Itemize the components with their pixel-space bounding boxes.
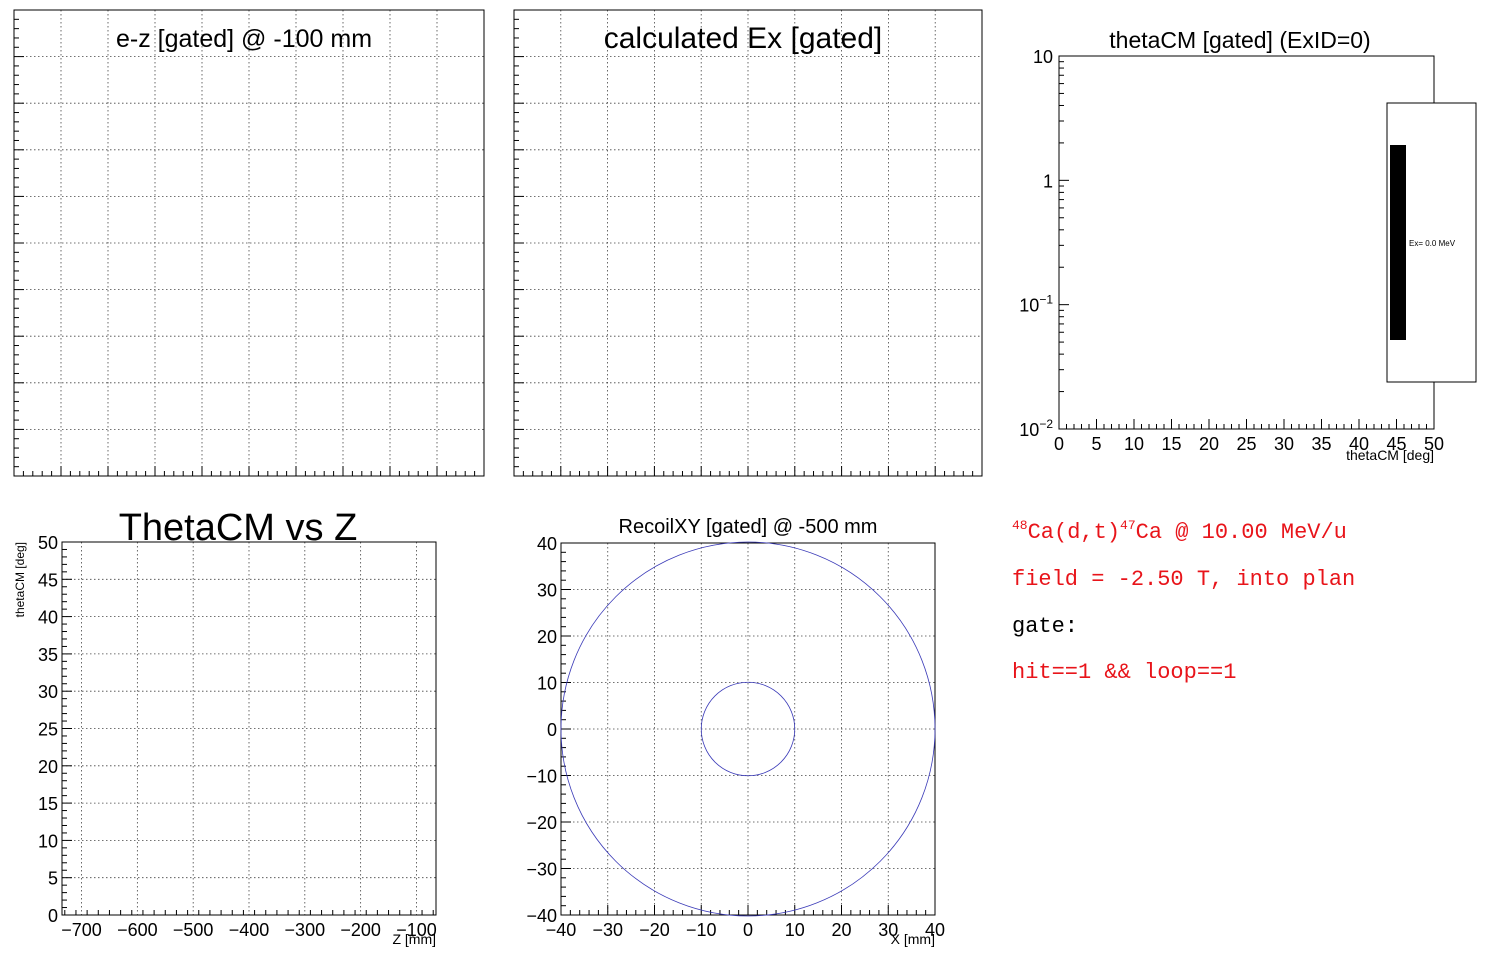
recoil-xlabel: X [mm] — [891, 931, 935, 947]
thetacm-xtick-label: 40 — [1349, 434, 1369, 454]
thetaz-ytick-label: 0 — [48, 906, 58, 926]
thetacm-ytick-exp: −2 — [1039, 417, 1053, 431]
thetaz-ytick-label: 25 — [38, 720, 58, 740]
thetaz-ytick-label: 20 — [38, 757, 58, 777]
thetacm-xtick-label: 35 — [1311, 434, 1331, 454]
recoil-ytick-label: 40 — [537, 534, 557, 554]
thetaz-xlabel: Z [mm] — [392, 931, 436, 947]
recoil-xtick-label: 0 — [743, 920, 753, 940]
thetaz-xtick-label: −200 — [340, 920, 381, 940]
thetaz-ytick-label: 35 — [38, 645, 58, 665]
recoil-ytick-label: −10 — [526, 767, 557, 787]
thetacm-ytick-label: 10−2 — [1019, 417, 1053, 440]
thetacm-ytick-exp: −1 — [1039, 293, 1053, 307]
recoil-xtick-label: −10 — [686, 920, 717, 940]
thetacm-ytick-label: 10−1 — [1019, 293, 1053, 316]
gate-condition: hit==1 && loop==1 — [1012, 660, 1237, 685]
thetaz-ylabel: thetaCM [deg] — [13, 542, 27, 617]
thetacm-xlabel: thetaCM [deg] — [1346, 447, 1434, 463]
reaction-part-2: Ca @ 10.00 MeV/u — [1135, 520, 1347, 545]
recoil-xtick-label: 20 — [831, 920, 851, 940]
recoil-ytick-label: 30 — [537, 581, 557, 601]
thetacm-xtick-label: 20 — [1199, 434, 1219, 454]
thetaz-ytick-label: 50 — [38, 533, 58, 553]
thetaz-xtick-label: −700 — [61, 920, 102, 940]
thetaz-ytick-label: 10 — [38, 831, 58, 851]
recoil-inner-circle — [700, 681, 796, 777]
recoil-ytick-label: −30 — [526, 860, 557, 880]
mass-number-product: 47 — [1120, 518, 1136, 533]
recoil-ytick-label: −40 — [526, 906, 557, 926]
thetacm-xtick-label: 0 — [1054, 434, 1064, 454]
thetacm-xtick-label: 10 — [1124, 434, 1144, 454]
recoil-xy-pad: −40 −30 −20 −10 0 10 20 30 40 −40 −30 −20 −10 0 10 20 30… — [526, 516, 945, 947]
reaction-text: 48Ca(d,t)47Ca @ 10.00 MeV/u — [1012, 518, 1347, 545]
thetacm-ytick-base: 10 — [1019, 420, 1039, 440]
thetaz-title: ThetaCM vs Z — [119, 507, 358, 549]
thetacm-ytick-label: 1 — [1043, 171, 1053, 191]
thetacm-xtick-label: 25 — [1236, 434, 1256, 454]
recoil-ytick-label: 0 — [547, 720, 557, 740]
recoil-xtick-label: 40 — [925, 920, 945, 940]
thetacm-ytick-label: 10 — [1033, 47, 1053, 67]
ez-pad: e-z [gated] @ -100 mm — [13, 9, 485, 477]
thetaz-ytick-label: 40 — [38, 608, 58, 628]
thetacm-frame — [1058, 55, 1435, 430]
recoil-xtick-label: −20 — [639, 920, 670, 940]
recoil-ytick-label: 20 — [537, 627, 557, 647]
thetaz-xtick-label: −400 — [229, 920, 270, 940]
thetacm-title: thetaCM [gated] (ExID=0) — [1109, 27, 1370, 53]
thetacm-ytick-base: 10 — [1019, 296, 1039, 316]
ex-title: calculated Ex [gated] — [604, 22, 883, 55]
gate-label: gate: — [1012, 614, 1079, 639]
thetacm-legend-swatch — [1390, 145, 1406, 340]
recoil-xtick-label: −40 — [546, 920, 577, 940]
thetaz-ytick-label: 5 — [48, 869, 58, 889]
reaction-part-1: Ca(d,t) — [1027, 520, 1121, 545]
thetacm-ytick-base: 10 — [1033, 47, 1053, 67]
recoil-ytick-label: −20 — [526, 813, 557, 833]
field-text: field = -2.50 T, into plan — [1012, 567, 1356, 592]
thetaz-xtick-label: −100 — [396, 920, 437, 940]
recoil-xtick-label: 30 — [878, 920, 898, 940]
recoil-xtick-label: 10 — [785, 920, 805, 940]
recoil-ytick-label: 10 — [537, 674, 557, 694]
mass-number-beam: 48 — [1012, 518, 1028, 533]
thetacm-xtick-label: 45 — [1386, 434, 1406, 454]
ex-pad: calculated Ex [gated] — [513, 9, 983, 477]
thetacm-xtick-label: 15 — [1161, 434, 1181, 454]
thetaz-xtick-label: −500 — [173, 920, 214, 940]
thetacm-xtick-label: 5 — [1091, 434, 1101, 454]
ez-title: e-z [gated] @ -100 mm — [116, 25, 372, 53]
recoil-title: RecoilXY [gated] @ -500 mm — [619, 516, 878, 538]
thetacm-vs-z-pad: −700 −600 −500 −400 −300 −200 −100 0 5 10 15 20 25 30… — [13, 507, 437, 947]
recoil-xtick-label: −30 — [592, 920, 623, 940]
thetaz-ytick-label: 15 — [38, 794, 58, 814]
thetacm-ytick-base: 1 — [1043, 171, 1053, 191]
thetaz-xtick-label: −300 — [285, 920, 326, 940]
thetacm-xtick-label: 50 — [1424, 434, 1444, 454]
thetaz-ytick-label: 30 — [38, 682, 58, 702]
recoil-outer-circle — [560, 541, 936, 917]
thetaz-ytick-label: 45 — [38, 570, 58, 590]
thetaz-xtick-label: −600 — [117, 920, 158, 940]
thetacm-legend-entry: Ex= 0.0 MeV — [1409, 239, 1456, 248]
thetacm-xtick-label: 30 — [1274, 434, 1294, 454]
